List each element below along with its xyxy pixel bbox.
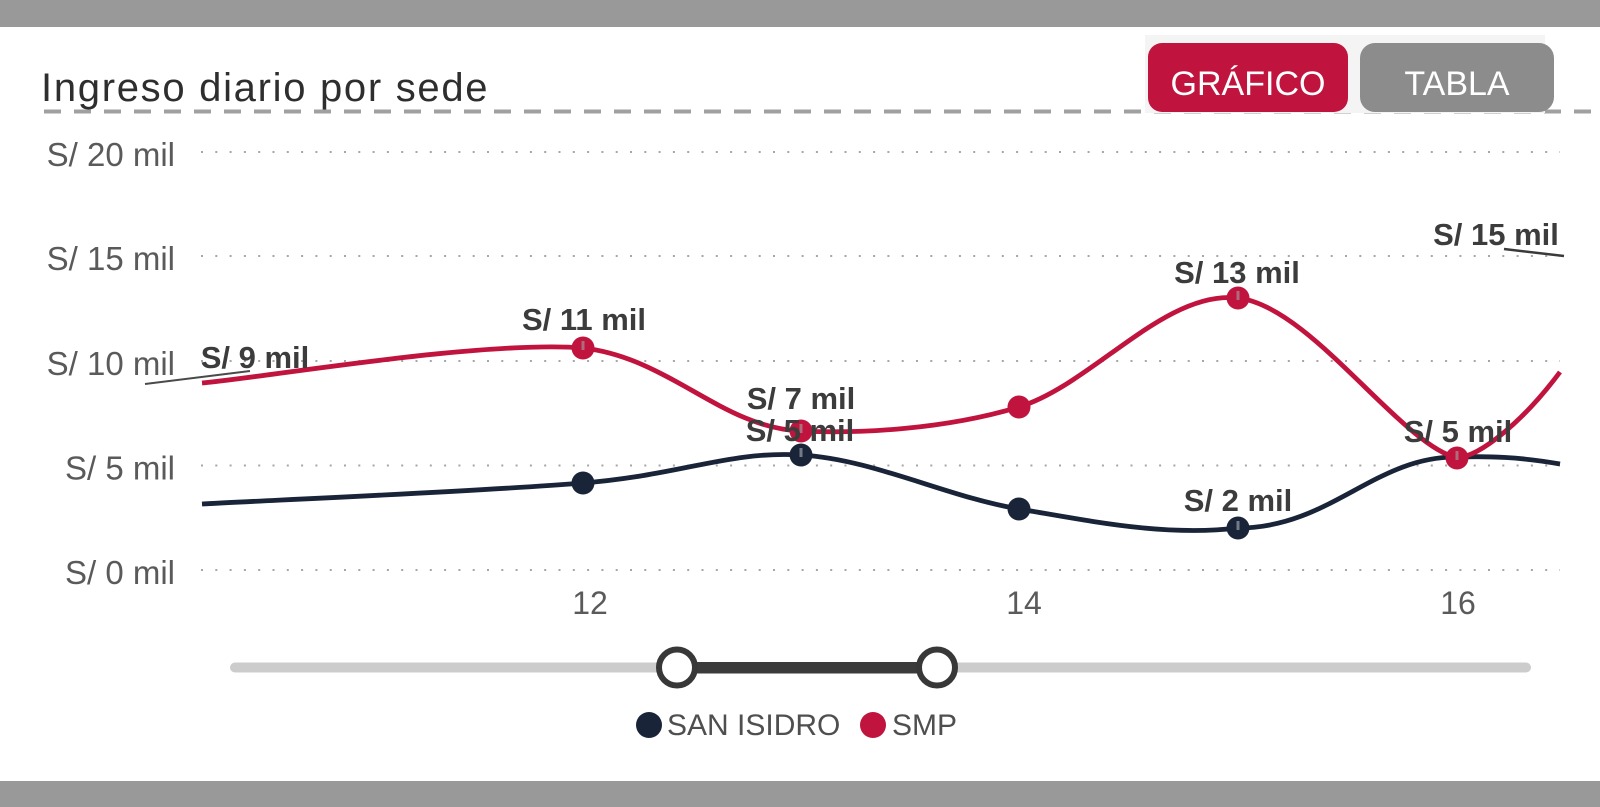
svg-text:S/ 15 mil: S/ 15 mil [47, 240, 175, 277]
svg-text:S/ 7 mil: S/ 7 mil [747, 381, 856, 416]
svg-text:S/ 2 mil: S/ 2 mil [1184, 483, 1293, 518]
svg-text:SAN ISIDRO: SAN ISIDRO [667, 709, 840, 742]
svg-text:S/ 9 mil: S/ 9 mil [201, 340, 310, 375]
svg-text:S/ 5 mil: S/ 5 mil [1404, 414, 1513, 449]
svg-text:14: 14 [1006, 585, 1042, 621]
svg-text:S/ 15 mil: S/ 15 mil [1433, 217, 1559, 252]
svg-text:12: 12 [572, 585, 608, 621]
svg-text:S/ 11 mil: S/ 11 mil [522, 302, 646, 337]
svg-text:S/ 5 mil: S/ 5 mil [746, 413, 855, 448]
svg-text:16: 16 [1440, 585, 1476, 621]
svg-text:S/ 10 mil: S/ 10 mil [47, 345, 175, 382]
svg-text:GRÁFICO: GRÁFICO [1171, 65, 1326, 103]
svg-text:Ingreso diario por sede: Ingreso diario por sede [41, 66, 489, 110]
svg-text:S/ 20 mil: S/ 20 mil [47, 136, 175, 173]
svg-text:S/ 0 mil: S/ 0 mil [65, 554, 175, 591]
svg-text:TABLA: TABLA [1404, 65, 1510, 103]
svg-text:S/ 5 mil: S/ 5 mil [65, 450, 175, 487]
svg-text:S/ 13 mil: S/ 13 mil [1174, 255, 1300, 290]
svg-text:SMP: SMP [892, 709, 957, 742]
